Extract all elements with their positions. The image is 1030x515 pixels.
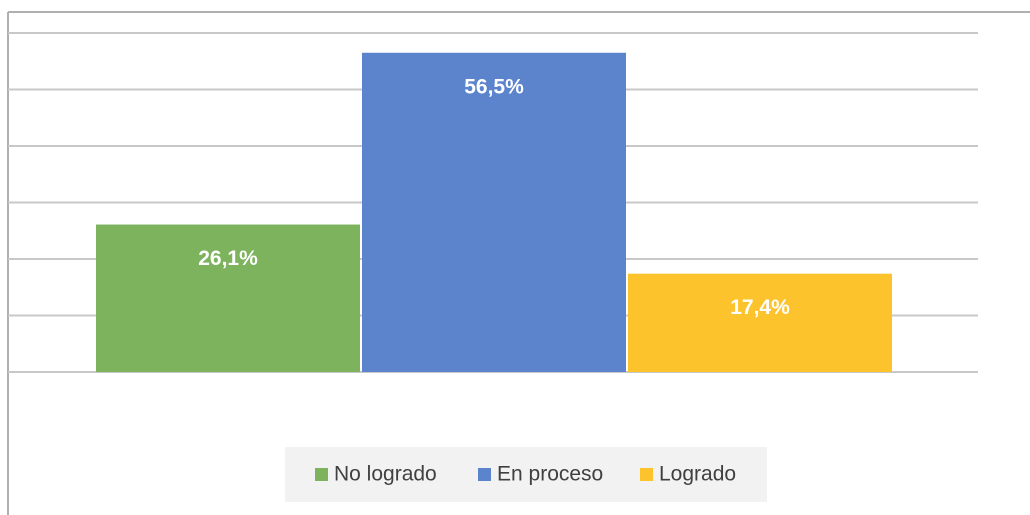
value-label: 56,5% xyxy=(464,75,524,98)
bar xyxy=(628,273,892,372)
legend-box xyxy=(285,447,767,502)
legend-label: Logrado xyxy=(659,463,736,486)
value-label: 17,4% xyxy=(730,296,790,319)
legend-label: No logrado xyxy=(334,463,437,486)
value-label: 26,1% xyxy=(198,247,258,270)
legend-swatch xyxy=(640,468,653,481)
legend-swatch xyxy=(478,468,491,481)
bar xyxy=(362,52,626,373)
bar xyxy=(96,224,360,372)
legend-label: En proceso xyxy=(497,463,603,486)
legend-swatch xyxy=(315,468,328,481)
